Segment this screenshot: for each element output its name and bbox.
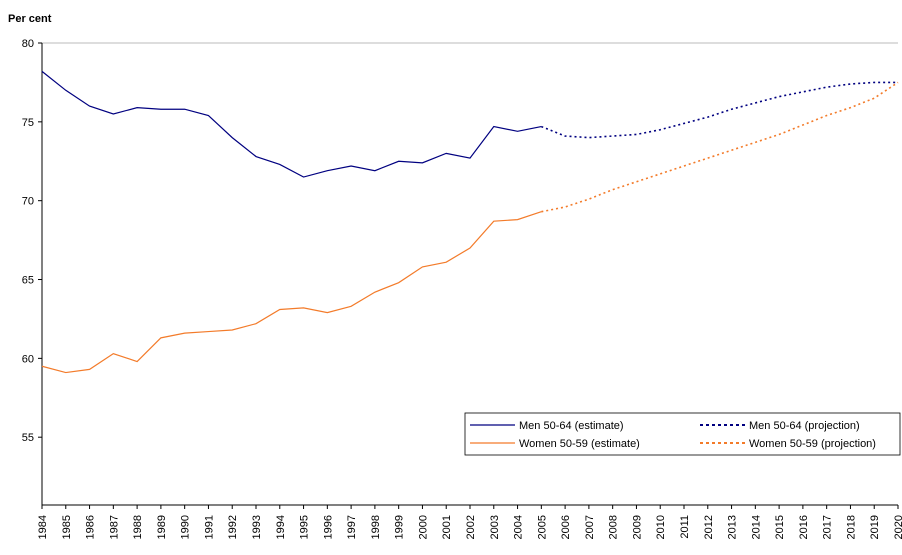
x-tick-label: 2017 (822, 515, 834, 539)
x-tick-label: 2010 (655, 515, 667, 539)
x-tick-label: 2015 (774, 515, 786, 539)
x-tick-label: 1999 (394, 515, 406, 539)
x-tick-label: 2006 (560, 515, 572, 539)
x-tick-label: 1990 (180, 515, 192, 539)
x-tick-label: 1997 (346, 515, 358, 539)
x-tick-label: 1986 (85, 515, 97, 539)
x-tick-label: 1991 (203, 515, 215, 539)
y-axis-label: Per cent (8, 13, 52, 25)
y-tick-label: 65 (22, 275, 34, 287)
x-tick-label: 1987 (108, 515, 120, 539)
y-tick-label: 55 (22, 432, 34, 444)
series-line (41, 211, 542, 374)
x-tick-label: 2001 (441, 515, 453, 539)
y-tick-label: 80 (22, 38, 34, 50)
x-tick-label: 2002 (465, 515, 477, 539)
x-tick-label: 1996 (322, 515, 334, 539)
x-tick-label: 2018 (845, 515, 857, 539)
x-tick-label: 2003 (489, 515, 501, 539)
x-tick-label: 2016 (798, 515, 810, 539)
x-tick-label: 2000 (417, 515, 429, 539)
legend-label: Women 50-59 (estimate) (519, 438, 640, 450)
x-tick-label: 2007 (584, 515, 596, 539)
legend-label: Men 50-64 (projection) (749, 420, 860, 432)
x-tick-label: 1988 (132, 515, 144, 539)
x-tick-label: 2011 (679, 515, 691, 539)
x-tick-label: 1994 (275, 515, 287, 539)
x-tick-label: 2012 (703, 515, 715, 539)
x-tick-label: 2008 (608, 515, 620, 539)
y-tick-label: 60 (22, 353, 34, 365)
x-tick-label: 1985 (61, 515, 73, 539)
legend-label: Women 50-59 (projection) (749, 438, 876, 450)
x-tick-label: 1993 (251, 515, 263, 539)
x-tick-label: 2020 (893, 515, 902, 539)
x-tick-label: 2009 (631, 515, 643, 539)
legend-box (464, 412, 901, 456)
x-tick-label: 2013 (727, 515, 739, 539)
series-line (541, 81, 898, 139)
legend-label: Men 50-64 (estimate) (519, 420, 624, 432)
x-tick-label: 1992 (227, 515, 239, 539)
x-tick-label: 2014 (750, 515, 762, 539)
series-line (41, 70, 542, 178)
y-tick-label: 75 (22, 117, 34, 129)
series-line (541, 81, 899, 213)
x-tick-label: 1995 (299, 515, 311, 539)
x-tick-label: 1989 (156, 515, 168, 539)
x-tick-label: 2005 (536, 515, 548, 539)
x-tick-label: 1998 (370, 515, 382, 539)
y-tick-label: 70 (22, 196, 34, 208)
x-tick-label: 2019 (869, 515, 881, 539)
x-tick-label: 1984 (37, 515, 49, 539)
x-tick-label: 2004 (513, 515, 525, 539)
